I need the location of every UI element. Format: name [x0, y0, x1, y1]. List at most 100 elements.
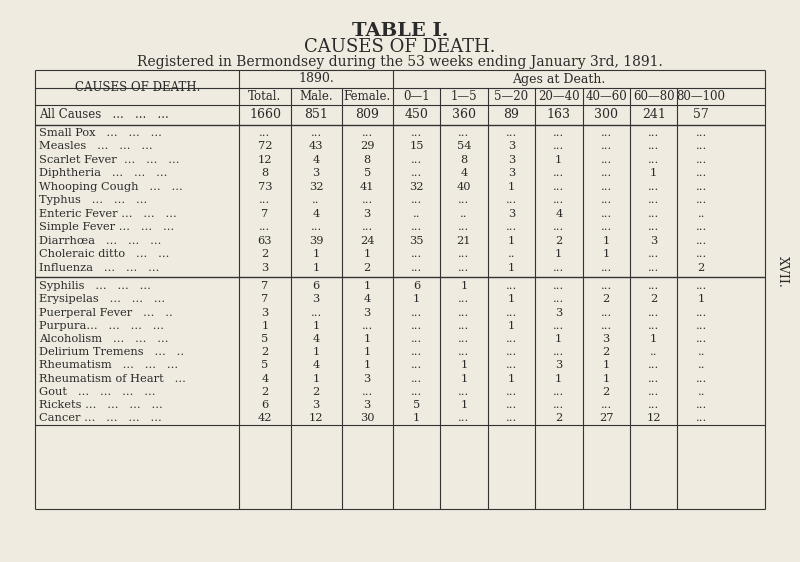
Text: Enteric Fever ...   ...   ...: Enteric Fever ... ... ... — [39, 209, 177, 219]
Text: 1: 1 — [602, 374, 610, 384]
Text: Scarlet Fever  ...   ...   ...: Scarlet Fever ... ... ... — [39, 155, 179, 165]
Text: ...: ... — [411, 128, 422, 138]
Text: Small Pox   ...   ...   ...: Small Pox ... ... ... — [39, 128, 162, 138]
Text: 4: 4 — [313, 209, 320, 219]
Text: ..: .. — [698, 209, 705, 219]
Text: 1: 1 — [460, 374, 467, 384]
Text: ...: ... — [553, 168, 565, 178]
Text: Measles   ...   ...   ...: Measles ... ... ... — [39, 141, 153, 151]
Text: ...: ... — [506, 387, 517, 397]
Text: ...: ... — [601, 141, 612, 151]
Text: 1: 1 — [363, 334, 370, 344]
Text: CAUSES OF DEATH.: CAUSES OF DEATH. — [74, 81, 200, 94]
Text: 5: 5 — [363, 168, 370, 178]
Text: XVII.: XVII. — [775, 256, 789, 288]
Text: ...: ... — [458, 387, 470, 397]
Text: 1: 1 — [508, 182, 515, 192]
Text: ...: ... — [411, 263, 422, 273]
Text: ...: ... — [601, 128, 612, 138]
Text: 5: 5 — [413, 400, 420, 410]
Text: ...: ... — [648, 281, 659, 291]
Text: 3: 3 — [313, 294, 320, 305]
Text: Diphtheria   ...   ...   ...: Diphtheria ... ... ... — [39, 168, 167, 178]
Text: 2: 2 — [262, 250, 269, 259]
Text: 3: 3 — [555, 307, 562, 318]
Text: ...: ... — [310, 128, 322, 138]
Text: ...: ... — [695, 321, 706, 331]
Text: 4: 4 — [460, 168, 467, 178]
Text: ...: ... — [648, 374, 659, 384]
Text: ...: ... — [259, 195, 270, 205]
Text: Female.: Female. — [343, 90, 390, 103]
Text: ...: ... — [601, 222, 612, 232]
Text: 1: 1 — [363, 347, 370, 357]
Text: Syphilis   ...   ...   ...: Syphilis ... ... ... — [39, 281, 151, 291]
Text: 5—20: 5—20 — [494, 90, 528, 103]
Text: 60—80: 60—80 — [633, 90, 674, 103]
Text: ...: ... — [695, 141, 706, 151]
Text: 1660: 1660 — [249, 108, 281, 121]
Text: 3: 3 — [363, 307, 370, 318]
Text: Gout   ...   ...   ...   ...: Gout ... ... ... ... — [39, 387, 155, 397]
Text: 27: 27 — [599, 413, 614, 423]
Text: 30: 30 — [360, 413, 374, 423]
Text: ..: .. — [312, 195, 320, 205]
Text: 29: 29 — [360, 141, 374, 151]
Text: ...: ... — [648, 360, 659, 370]
Text: CAUSES OF DEATH.: CAUSES OF DEATH. — [304, 38, 496, 56]
Text: ...: ... — [648, 195, 659, 205]
Text: Cancer ...   ...   ...   ...: Cancer ... ... ... ... — [39, 413, 162, 423]
Text: 24: 24 — [360, 235, 374, 246]
Text: 3: 3 — [313, 400, 320, 410]
Text: ...: ... — [458, 307, 470, 318]
Text: 5: 5 — [262, 360, 269, 370]
Text: 3: 3 — [508, 141, 515, 151]
Text: 360: 360 — [452, 108, 476, 121]
Text: ...: ... — [695, 374, 706, 384]
Text: All Causes   ...   ...   ...: All Causes ... ... ... — [39, 108, 169, 121]
Text: Delirium Tremens   ...   ..: Delirium Tremens ... .. — [39, 347, 184, 357]
Text: 2: 2 — [650, 294, 658, 305]
Text: ...: ... — [553, 294, 565, 305]
Text: 1: 1 — [313, 263, 320, 273]
Text: ...: ... — [648, 250, 659, 259]
Text: ...: ... — [553, 141, 565, 151]
Text: 1: 1 — [508, 321, 515, 331]
Text: 1: 1 — [363, 281, 370, 291]
Text: ...: ... — [553, 222, 565, 232]
Text: ...: ... — [648, 209, 659, 219]
Text: Rickets ...   ...   ...   ...: Rickets ... ... ... ... — [39, 400, 162, 410]
Text: 4: 4 — [313, 360, 320, 370]
Text: 54: 54 — [457, 141, 471, 151]
Text: Puerperal Fever   ...   ..: Puerperal Fever ... .. — [39, 307, 173, 318]
Text: Ages at Death.: Ages at Death. — [512, 72, 606, 85]
Text: 2: 2 — [262, 387, 269, 397]
Text: ..: .. — [460, 209, 468, 219]
Text: ...: ... — [695, 128, 706, 138]
Text: ..: .. — [698, 387, 705, 397]
Text: ...: ... — [648, 128, 659, 138]
Text: ...: ... — [506, 281, 517, 291]
Text: ...: ... — [695, 182, 706, 192]
Text: ...: ... — [458, 294, 470, 305]
Text: ..: .. — [413, 209, 420, 219]
Text: 32: 32 — [409, 182, 424, 192]
Text: ...: ... — [411, 155, 422, 165]
Text: ...: ... — [506, 307, 517, 318]
Text: ...: ... — [601, 263, 612, 273]
Text: 4: 4 — [313, 334, 320, 344]
Text: 8: 8 — [363, 155, 370, 165]
Text: ...: ... — [506, 400, 517, 410]
Text: ...: ... — [648, 222, 659, 232]
Text: ...: ... — [310, 222, 322, 232]
Text: 89: 89 — [503, 108, 519, 121]
Text: ...: ... — [458, 321, 470, 331]
Text: 12: 12 — [309, 413, 323, 423]
Text: ...: ... — [553, 321, 565, 331]
Text: 1: 1 — [602, 235, 610, 246]
Text: TABLE I.: TABLE I. — [352, 22, 448, 40]
Text: ...: ... — [458, 250, 470, 259]
Text: Simple Fever ...   ...   ...: Simple Fever ... ... ... — [39, 222, 174, 232]
Text: ...: ... — [458, 222, 470, 232]
Text: ...: ... — [695, 155, 706, 165]
